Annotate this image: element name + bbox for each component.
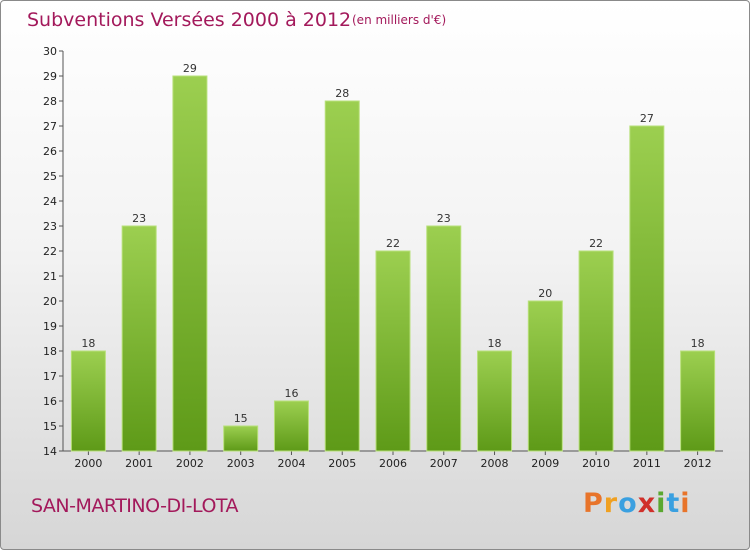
- logo-letter: r: [603, 488, 619, 519]
- x-tick-label: 2002: [176, 457, 204, 470]
- x-tick-label: 2006: [379, 457, 407, 470]
- bar-value-label: 20: [538, 287, 552, 300]
- bar-value-label: 28: [335, 87, 349, 100]
- x-tick-label: 2011: [633, 457, 661, 470]
- bar: [172, 75, 208, 452]
- y-tick-label: 30: [43, 45, 57, 58]
- y-tick-label: 29: [43, 70, 57, 83]
- value-labels: 18 23 29 15 16 28 22 23 18 20 22 27 18: [81, 62, 704, 425]
- y-tick-label: 26: [43, 145, 57, 158]
- logo-letter: i: [680, 488, 691, 519]
- bar-value-label: 16: [284, 387, 298, 400]
- y-tick-label: 25: [43, 170, 57, 183]
- chart-subtitle: (en milliers d'€): [352, 13, 447, 27]
- y-tick-label: 16: [43, 395, 57, 408]
- x-tick-label: 2005: [328, 457, 356, 470]
- bar: [70, 350, 106, 452]
- logo-letter: x: [637, 488, 657, 519]
- bar-value-label: 18: [488, 337, 502, 350]
- y-tick-label: 27: [43, 120, 57, 133]
- y-tick-label: 24: [43, 195, 57, 208]
- bar: [426, 225, 462, 452]
- y-tick-label: 17: [43, 370, 57, 383]
- bar-value-label: 22: [589, 237, 603, 250]
- y-tick-label: 21: [43, 270, 57, 283]
- y-tick-label: 18: [43, 345, 57, 358]
- x-tick-label: 2000: [74, 457, 102, 470]
- y-tick-label: 22: [43, 245, 57, 258]
- y-tick-label: 28: [43, 95, 57, 108]
- logo-letter: t: [666, 488, 681, 519]
- bar-value-label: 22: [386, 237, 400, 250]
- x-tick-label: 2003: [227, 457, 255, 470]
- chart-title: Subventions Versées 2000 à 2012: [27, 9, 352, 31]
- bar: [223, 425, 259, 452]
- bar-value-label: 23: [437, 212, 451, 225]
- x-tick-label: 2010: [582, 457, 610, 470]
- x-tick-label: 2012: [684, 457, 712, 470]
- bar: [578, 250, 614, 452]
- bar: [324, 100, 360, 452]
- bar-value-label: 18: [81, 337, 95, 350]
- x-tick-label: 2008: [481, 457, 509, 470]
- bar: [121, 225, 157, 452]
- y-tick-label: 15: [43, 420, 57, 433]
- bar-value-label: 29: [183, 62, 197, 75]
- bar: [477, 350, 513, 452]
- x-tick-label: 2004: [277, 457, 305, 470]
- x-tick-label: 2009: [531, 457, 559, 470]
- y-tick-label: 20: [43, 295, 57, 308]
- bar-value-label: 15: [234, 412, 248, 425]
- bar-value-label: 23: [132, 212, 146, 225]
- bars: [70, 75, 716, 452]
- bar-value-label: 18: [691, 337, 705, 350]
- proxiti-logo[interactable]: Proxiti: [583, 488, 691, 519]
- bar: [527, 300, 563, 452]
- y-tick-label: 19: [43, 320, 57, 333]
- x-tick-label: 2007: [430, 457, 458, 470]
- bar: [375, 250, 411, 452]
- y-tick-label: 23: [43, 220, 57, 233]
- logo-letter: o: [618, 488, 638, 519]
- logo-letter: P: [583, 488, 604, 519]
- bar-value-label: 27: [640, 112, 654, 125]
- y-tick-label: 14: [43, 445, 57, 458]
- bar: [680, 350, 716, 452]
- logo-letter: i: [656, 488, 667, 519]
- commune-name: SAN-MARTINO-DI-LOTA: [31, 495, 239, 517]
- x-tick-label: 2001: [125, 457, 153, 470]
- bar: [629, 125, 665, 452]
- bar: [273, 400, 309, 452]
